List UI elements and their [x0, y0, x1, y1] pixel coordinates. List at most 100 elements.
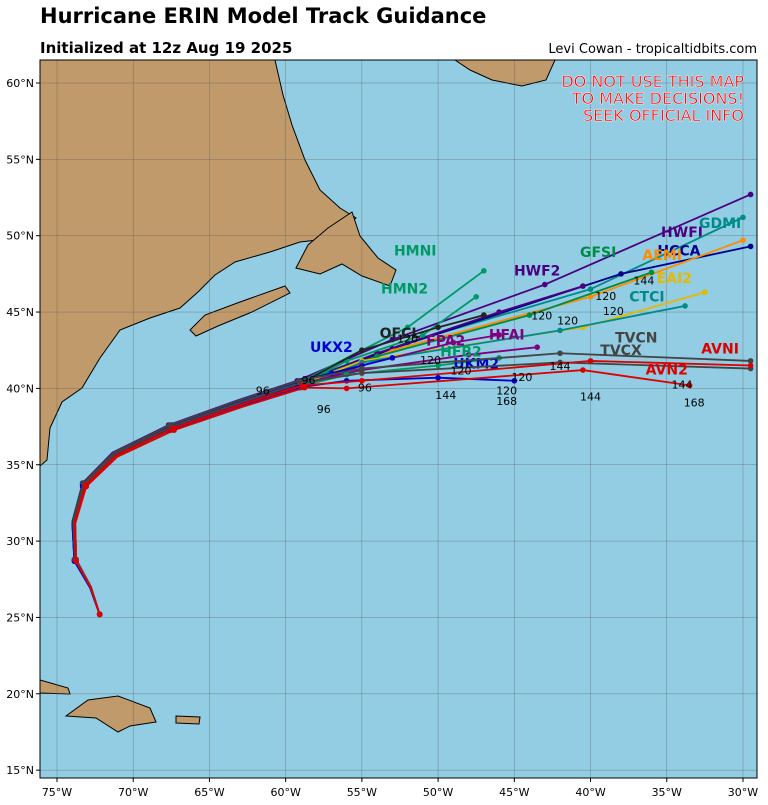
track-point [587, 358, 594, 364]
track-point [481, 312, 487, 318]
model-label: GDMI [699, 216, 741, 232]
track-point [686, 382, 693, 389]
land [40, 60, 556, 733]
model-label: FPA2 [426, 334, 465, 350]
forecast-hour-label: 120 [450, 365, 471, 378]
model-label: HCCA [657, 244, 700, 260]
forecast-hour-label: 144 [672, 378, 693, 391]
track-point [542, 281, 548, 288]
track-point [420, 332, 426, 338]
forecast-hour-label: 96 [358, 381, 372, 394]
track-point [435, 324, 441, 331]
forecast-hour-label: 120 [531, 310, 552, 323]
credit: Levi Cowan - tropicaltidbits.com [548, 42, 757, 57]
track-point [83, 483, 90, 490]
title: Hurricane ERIN Model Track Guidance [40, 4, 486, 28]
track-point [359, 365, 365, 372]
track-point [389, 355, 396, 361]
forecast-hour-label: 168 [684, 397, 705, 410]
warning-line: TO MAKE DECISIONS! [571, 89, 744, 108]
track-point [496, 332, 502, 338]
model-label: HWFI [661, 225, 703, 241]
lon-tick-label: 30°W [728, 786, 758, 799]
forecast-hour-label: 96 [317, 403, 331, 416]
forecast-hour-label: 96 [302, 374, 316, 387]
track-point [682, 303, 688, 309]
puerto-rico [175, 715, 201, 725]
forecast-hour-label: 120 [420, 354, 441, 367]
track-point [473, 293, 480, 300]
track-point [557, 327, 563, 334]
greenland [454, 60, 556, 87]
track-point [618, 271, 624, 277]
track-point [171, 427, 177, 434]
model-label: HFAI [489, 328, 525, 344]
track-point [557, 350, 563, 357]
forecast-hour-label: 120 [496, 385, 517, 398]
model-label: HMNI [394, 244, 437, 260]
forecast-hour-label: 120 [397, 333, 418, 346]
forecast-hour-label: 144 [435, 389, 456, 402]
track-point [702, 289, 708, 295]
lat-tick-label: 40°N [6, 382, 34, 395]
lon-tick-label: 60°W [270, 786, 300, 799]
model-label: OFCL [380, 326, 421, 342]
track-point [747, 358, 754, 364]
track-point [359, 377, 365, 384]
forecast-hour-label: 120 [557, 314, 578, 327]
lon-tick-label: 75°W [42, 786, 72, 799]
forecast-hour-label: 144 [550, 360, 571, 373]
lat-tick-label: 45°N [6, 306, 34, 319]
model-track [74, 369, 690, 615]
track-point [435, 374, 441, 381]
lon-tick-label: 50°W [423, 786, 453, 799]
model-label: UKX2 [310, 340, 353, 356]
track-point [534, 344, 540, 350]
track-point [435, 362, 441, 369]
model-label: GFSI [580, 245, 616, 261]
track-point [740, 214, 746, 221]
track-point [580, 367, 586, 373]
track-point [465, 352, 472, 358]
track-point [747, 362, 754, 369]
lat-tick-label: 50°N [6, 230, 34, 243]
model-label: CTCI [629, 289, 664, 305]
lat-tick-label: 30°N [6, 535, 34, 548]
track-point [747, 243, 754, 250]
forecast-hour-label: 144 [580, 391, 601, 404]
lat-tick-label: 20°N [6, 688, 34, 701]
lat-tick-label: 35°N [6, 459, 34, 472]
track-point [481, 268, 487, 274]
track-point [747, 191, 754, 198]
track-point [404, 324, 411, 331]
track-point [648, 269, 655, 276]
model-label: HWF2 [514, 263, 560, 279]
lon-tick-label: 55°W [347, 786, 377, 799]
newfoundland [295, 211, 397, 287]
forecast-hour-label: 120 [595, 290, 616, 303]
track-point [343, 385, 350, 392]
track-point [450, 339, 457, 346]
model-label: TVCN [615, 331, 657, 347]
track-point [496, 309, 502, 315]
track-point [511, 377, 518, 384]
track-point [580, 283, 586, 289]
subtitle: Initialized at 12z Aug 19 2025 [40, 39, 292, 57]
warning-line: SEEK OFFICIAL INFO [583, 106, 744, 125]
forecast-hour-label: 120 [603, 305, 624, 318]
lat-tick-label: 55°N [6, 153, 34, 166]
lon-tick-label: 70°W [118, 786, 148, 799]
track-point [73, 558, 80, 564]
model-label: HFB2 [440, 344, 482, 360]
lat-tick-label: 15°N [6, 764, 34, 777]
lat-tick-label: 25°N [6, 611, 34, 624]
lon-tick-label: 45°W [499, 786, 529, 799]
track-point [526, 312, 533, 318]
lon-tick-label: 65°W [194, 786, 224, 799]
ticks: 60°N 55°N 50°N 45°N 40°N 35°N 30°N 25°N 20°N 15°N… [6, 77, 758, 799]
track-point [96, 611, 103, 618]
